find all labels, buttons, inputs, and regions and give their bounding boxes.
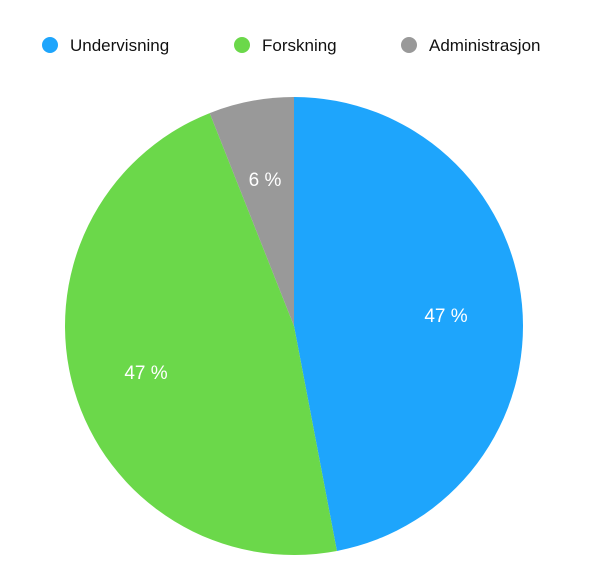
legend-label-forskning: Forskning [262,36,337,55]
legend-label-administrasjon: Administrasjon [429,36,541,55]
slice-label-forskning: 47 % [124,363,167,384]
legend-marker-forskning [234,37,250,53]
slice-forskning [65,113,337,556]
pie-slices [65,97,524,556]
legend-label-undervisning: Undervisning [70,36,169,55]
slice-administrasjon [209,97,294,326]
slice-labels: 47 % 47 % 6 % [124,170,467,384]
legend: Undervisning Forskning Administrasjon [42,36,541,55]
legend-marker-administrasjon [401,37,417,53]
legend-marker-undervisning [42,37,58,53]
slice-label-undervisning: 47 % [424,306,467,327]
slice-undervisning [294,97,524,551]
slice-label-administrasjon: 6 % [249,170,282,191]
